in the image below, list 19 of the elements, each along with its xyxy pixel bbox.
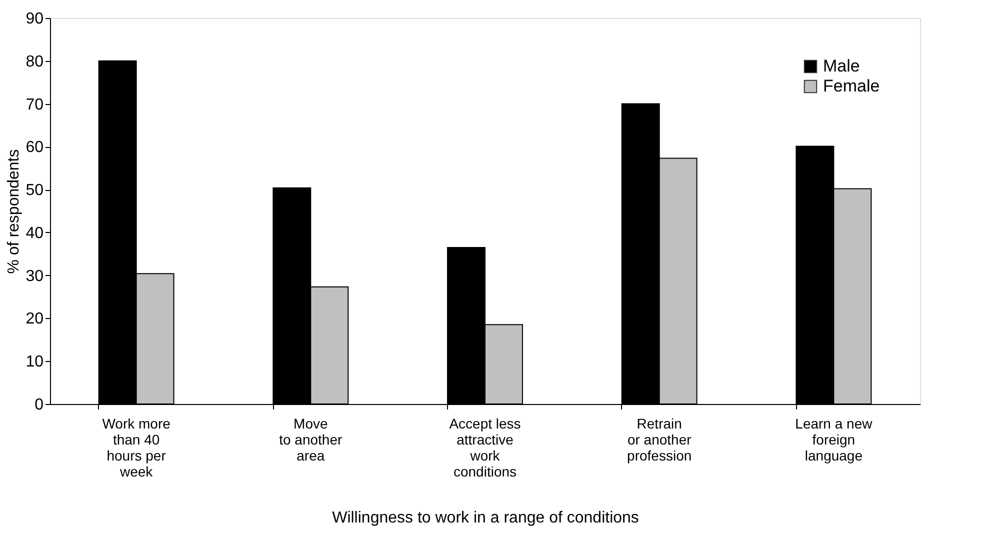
y-tick-label: 50 xyxy=(26,182,44,200)
y-tick-label: 90 xyxy=(26,10,44,28)
y-tick-label: 30 xyxy=(26,268,44,285)
y-tick-label: 70 xyxy=(26,96,44,114)
x-tick-label: Retrain or another profession xyxy=(627,416,692,464)
y-tick-label: 10 xyxy=(26,354,44,371)
y-tick-label: 80 xyxy=(26,53,44,70)
legend-label: Male xyxy=(823,56,860,76)
y-tick-label: 20 xyxy=(26,310,44,328)
y-axis-title: % of respondents xyxy=(6,149,23,274)
x-tick-label: Learn a new foreign language xyxy=(795,416,874,464)
x-tick-label: Move to another area xyxy=(279,416,343,464)
y-tick-label: 0 xyxy=(34,396,44,414)
x-tick-label: Accept less attractive work conditions xyxy=(449,416,521,480)
x-tick-label: Work more than 40 hours per week xyxy=(102,416,171,480)
y-tick-label: 40 xyxy=(26,224,44,242)
x-axis-title: Willingness to work in a range of conditions xyxy=(332,510,639,526)
legend-label: Female xyxy=(823,76,880,96)
y-tick-label: 60 xyxy=(26,139,44,156)
